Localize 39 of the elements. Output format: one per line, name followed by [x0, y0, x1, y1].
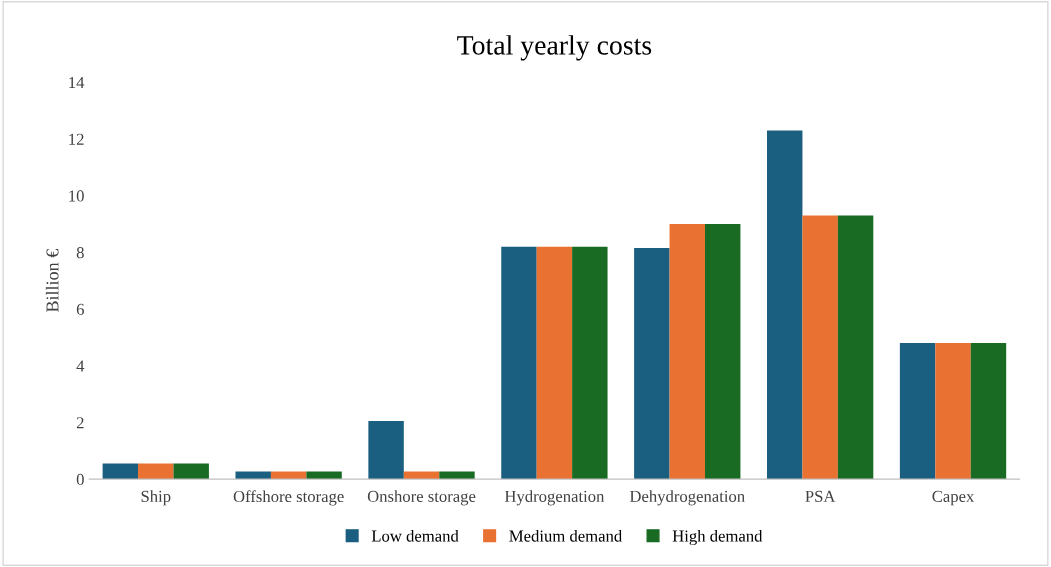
x-tick-label: PSA	[805, 490, 836, 502]
bar	[501, 246, 537, 480]
bar	[802, 215, 838, 480]
bar	[368, 421, 404, 480]
bar	[899, 343, 936, 480]
bar	[705, 223, 741, 480]
bar	[970, 343, 1007, 480]
legend-label: High demand	[672, 529, 763, 546]
x-tick-label: Hydrogenation	[504, 490, 605, 506]
y-tick-label: 4	[76, 360, 85, 372]
y-axis-title: Billion €	[45, 249, 59, 312]
legend-label: Medium demand	[509, 529, 623, 542]
bar	[306, 471, 342, 480]
x-tick-label: Capex	[932, 490, 975, 506]
y-tick-label: 0	[76, 473, 84, 486]
bar	[270, 471, 307, 480]
x-tick-label: Ship	[141, 490, 171, 506]
x-tick-label: Dehydrogenation	[629, 490, 745, 506]
bar	[669, 223, 705, 480]
bar	[837, 215, 874, 480]
y-tick-label: 2	[76, 417, 84, 429]
y-tick-label: 8	[76, 247, 84, 259]
y-tick-label: 14	[69, 76, 85, 88]
bar	[572, 246, 608, 480]
bar	[536, 246, 573, 480]
bar	[439, 471, 475, 480]
bar	[173, 463, 209, 480]
bar	[935, 343, 971, 480]
y-tick-label: 6	[76, 303, 84, 315]
bar	[767, 130, 803, 480]
x-tick-label: Offshore storage	[233, 490, 344, 506]
y-tick-label: 12	[69, 133, 84, 145]
x-tick-label: Onshore storage	[367, 490, 476, 506]
bar	[634, 248, 670, 480]
bar	[235, 471, 271, 480]
bar	[403, 471, 440, 480]
y-tick-label: 10	[69, 190, 84, 202]
legend-label: Low demand	[371, 529, 459, 542]
chart-title: Total yearly costs	[457, 35, 652, 61]
